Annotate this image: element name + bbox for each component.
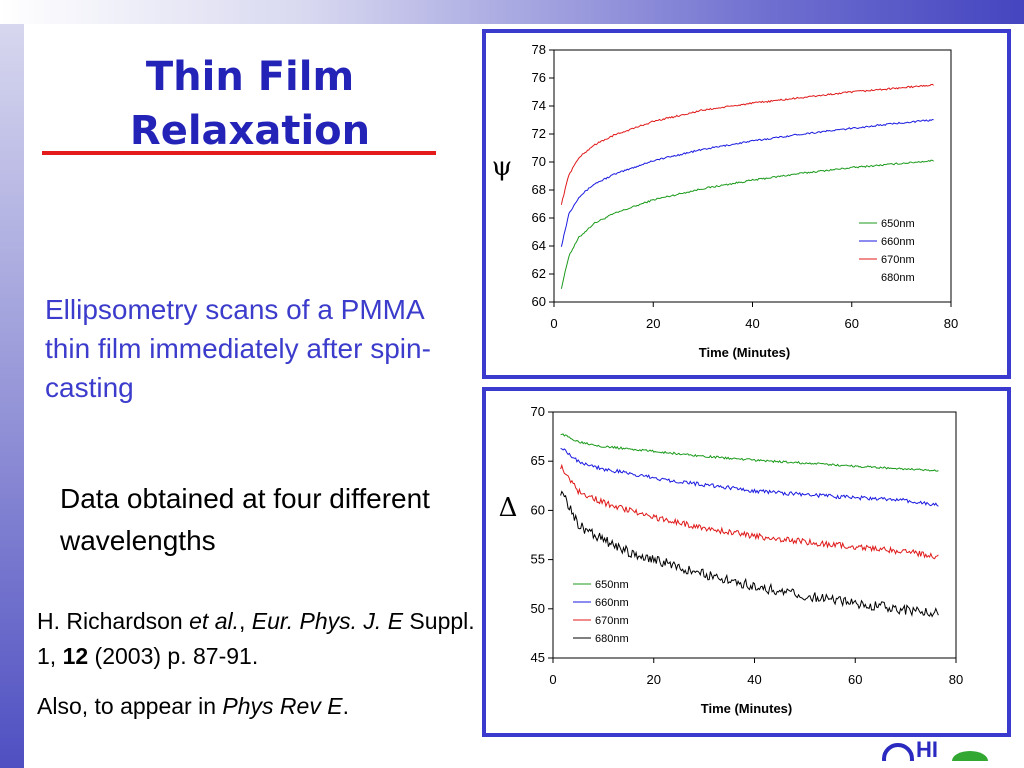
- axis-symbol: Δ: [499, 493, 518, 523]
- y-tick-label: 64: [532, 238, 546, 253]
- x-tick-label: 20: [647, 672, 661, 687]
- axis-symbol: ψ: [492, 152, 512, 182]
- citation-journal: Eur. Phys. J. E: [251, 608, 404, 634]
- series-line-670nm: [560, 463, 939, 560]
- series-line-680nm: [560, 490, 939, 618]
- legend-label: 660nm: [595, 597, 629, 609]
- legend-label: 650nm: [595, 579, 629, 591]
- delta-chart: 45 50 55 60 65 70 0 20 40 60 80 Time (Minutes) Δ 650n…: [499, 404, 964, 716]
- y-tick-label: 50: [531, 601, 545, 616]
- x-tick-label: 0: [549, 672, 556, 687]
- y-tick-label: 60: [531, 502, 545, 517]
- y-tick-label: 72: [532, 126, 546, 141]
- x-tick-label: 40: [747, 672, 761, 687]
- x-tick-label: 80: [949, 672, 963, 687]
- title-line-2: Relaxation: [129, 108, 371, 154]
- y-tick-label: 55: [531, 552, 545, 567]
- y-tick-label: 74: [532, 98, 546, 113]
- series-line-660nm: [560, 118, 934, 247]
- series-line-650nm: [560, 433, 939, 472]
- series-line-670nm: [560, 83, 934, 205]
- also-journal: Phys Rev E: [222, 693, 343, 719]
- y-tick-label: 62: [532, 266, 546, 281]
- legend-label: 660nm: [881, 236, 915, 248]
- title-underline: [42, 151, 436, 155]
- y-tick-label: 60: [532, 294, 546, 309]
- svg-text:HI: HI: [916, 737, 938, 761]
- legend-label: 650nm: [881, 218, 915, 230]
- also-prefix: Also, to appear in: [37, 693, 223, 719]
- legend-label: 680nm: [595, 633, 629, 645]
- legend-label: 670nm: [881, 254, 915, 266]
- x-tick-label: 60: [845, 316, 859, 331]
- y-tick-label: 65: [531, 453, 545, 468]
- psi-chart-panel: 60 62 64 66 68 70 72 74 76 78 0 20 40 60 80 Time (Minut…: [482, 29, 1011, 379]
- delta-chart-panel: 45 50 55 60 65 70 0 20 40 60 80 Time (Minutes) Δ 650n…: [482, 387, 1011, 737]
- top-gradient-bar: [0, 0, 1024, 24]
- title-line-1: Thin Film: [145, 54, 355, 100]
- wavelength-note: Data obtained at four different waveleng…: [60, 483, 430, 556]
- x-axis-label: Time (Minutes): [699, 345, 791, 360]
- description-text: Ellipsometry scans of a PMMA thin film i…: [45, 294, 431, 403]
- citation-rest: (2003) p. 87-91.: [88, 643, 259, 669]
- y-tick-label: 70: [532, 154, 546, 169]
- y-tick-label: 70: [531, 404, 545, 419]
- citation-authors: H. Richardson: [37, 608, 190, 634]
- series-line-660nm: [560, 447, 939, 507]
- logo-graphic: HI: [882, 737, 988, 761]
- legend-label: 680nm: [881, 272, 915, 284]
- also-note: Also, to appear in Phys Rev E.: [37, 689, 477, 724]
- psi-chart: 60 62 64 66 68 70 72 74 76 78 0 20 40 60 80 Time (Minut…: [492, 42, 958, 360]
- citation: H. Richardson et al., Eur. Phys. J. E Su…: [37, 604, 477, 674]
- citation-sep: ,: [239, 608, 252, 634]
- y-tick-label: 76: [532, 70, 546, 85]
- citation-etal: et al.: [189, 608, 239, 634]
- y-tick-label: 78: [532, 42, 546, 57]
- logo-fragment: HI: [880, 737, 1000, 761]
- citation-suppl: Suppl. 1,: [37, 608, 475, 669]
- y-tick-label: 45: [531, 650, 545, 665]
- series-line-650nm: [560, 159, 934, 289]
- x-axis-label: Time (Minutes): [701, 701, 793, 716]
- x-tick-label: 40: [745, 316, 759, 331]
- left-gradient-bar: [0, 24, 24, 768]
- slide-title: Thin Film Relaxation: [60, 50, 440, 158]
- also-suffix: .: [342, 693, 349, 719]
- x-tick-label: 0: [550, 316, 557, 331]
- citation-volume: 12: [62, 643, 89, 669]
- y-tick-label: 68: [532, 182, 546, 197]
- y-tick-label: 66: [532, 210, 546, 225]
- x-tick-label: 80: [944, 316, 958, 331]
- x-tick-label: 20: [646, 316, 660, 331]
- legend-label: 670nm: [595, 615, 629, 627]
- x-tick-label: 60: [848, 672, 862, 687]
